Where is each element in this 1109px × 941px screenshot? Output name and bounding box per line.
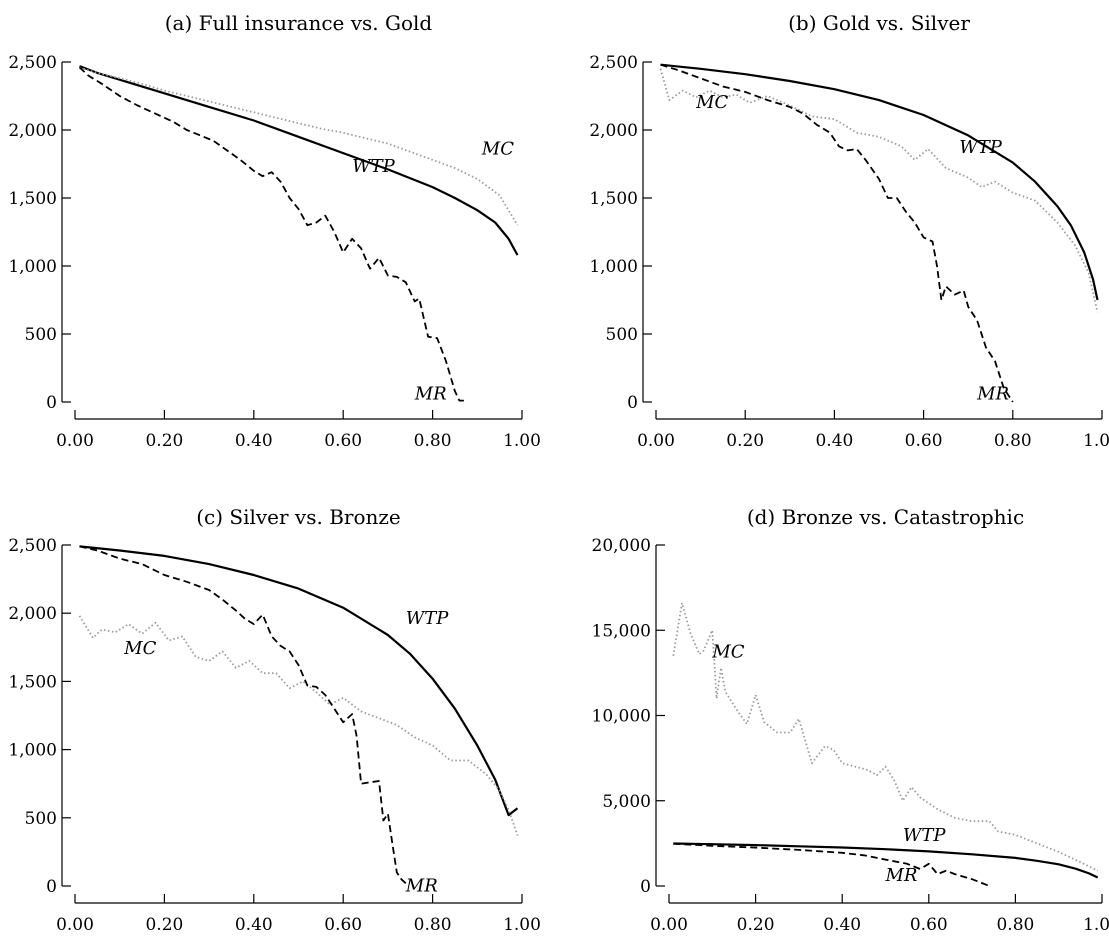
x-tick-label: 0.60 xyxy=(324,915,362,935)
y-tick-label: 0 xyxy=(627,393,638,413)
panel-b-mc-line xyxy=(659,68,1099,313)
x-tick-label: 0.80 xyxy=(994,431,1032,451)
panel-b-mc-label: MC xyxy=(695,92,728,113)
x-tick-label: 0.00 xyxy=(56,915,94,935)
x-tick-label: 0.20 xyxy=(726,431,764,451)
y-tick-label: 0 xyxy=(46,393,57,413)
x-tick-label: 0.20 xyxy=(145,431,183,451)
x-tick-label: 0.80 xyxy=(414,915,452,935)
panel-d-title: (d) Bronze vs. Catastrophic xyxy=(747,505,1024,529)
panel-c-mr-label: MR xyxy=(405,875,438,896)
panel-b-mr-label: MR xyxy=(976,383,1009,404)
x-tick-label: 0.40 xyxy=(235,915,273,935)
panel-a-wtp-label: WTP xyxy=(352,156,396,177)
panel-a-mc-label: MC xyxy=(481,138,514,159)
panel-c: (c) Silver vs. Bronze 0 500 1,000 1,500 2,00… xyxy=(8,505,541,935)
y-tick-label: 10,000 xyxy=(592,707,651,727)
y-tick-label: 2,000 xyxy=(589,121,638,141)
y-tick-label: 20,000 xyxy=(592,536,651,556)
panel-d-mr-label: MR xyxy=(885,865,918,886)
x-tick-label: 0.00 xyxy=(637,431,675,451)
x-tick-label: 0.00 xyxy=(56,431,94,451)
x-tick-label: 0.60 xyxy=(905,431,943,451)
y-tick-label: 2,000 xyxy=(8,604,57,624)
y-tick-label: 2,500 xyxy=(8,536,57,556)
y-tick-label: 1,000 xyxy=(8,257,57,277)
panel-a-mr-line xyxy=(78,66,464,402)
panel-d: (d) Bronze vs. Catastrophic 0 5,000 10,000… xyxy=(592,505,1109,935)
panel-a-title: (a) Full insurance vs. Gold xyxy=(165,11,433,35)
y-tick-label: 1,500 xyxy=(8,672,57,692)
panel-a-mc-line xyxy=(79,66,519,226)
panel-c-wtp-line xyxy=(79,545,519,817)
panel-b-title: (b) Gold vs. Silver xyxy=(788,11,970,35)
y-tick-label: 15,000 xyxy=(592,621,651,641)
y-tick-label: 0 xyxy=(46,877,57,897)
x-tick-label: 1.00 xyxy=(1083,915,1109,935)
x-tick-label: 0.80 xyxy=(414,431,452,451)
panel-d-mr-line xyxy=(673,842,990,887)
panel-b-mr-line xyxy=(660,63,1014,403)
y-tick-label: 2,500 xyxy=(589,53,638,73)
x-tick-label: 1.00 xyxy=(1083,431,1109,451)
x-tick-label: 0.40 xyxy=(815,431,853,451)
x-tick-label: 0.80 xyxy=(996,915,1034,935)
panel-c-mr-line xyxy=(79,545,407,884)
y-tick-label: 1,000 xyxy=(8,741,57,761)
x-tick-label: 0.40 xyxy=(235,431,273,451)
x-tick-label: 1.00 xyxy=(503,431,541,451)
panel-d-wtp-label: WTP xyxy=(903,825,947,846)
y-tick-label: 2,000 xyxy=(8,121,57,141)
panel-a-wtp-line xyxy=(79,65,519,256)
y-tick-label: 0 xyxy=(640,877,651,897)
x-tick-label: 0.20 xyxy=(145,915,183,935)
panel-d-wtp-line xyxy=(673,842,1099,879)
x-tick-label: 0.00 xyxy=(650,915,688,935)
y-tick-label: 500 xyxy=(606,325,638,345)
y-tick-label: 5,000 xyxy=(602,792,651,812)
x-tick-label: 0.40 xyxy=(823,915,861,935)
y-tick-label: 1,500 xyxy=(589,189,638,209)
x-tick-label: 0.60 xyxy=(324,431,362,451)
y-tick-label: 2,500 xyxy=(8,53,57,73)
panel-c-mc-label: MC xyxy=(123,638,156,659)
panel-a-mr-label: MR xyxy=(414,383,447,404)
x-tick-label: 1.00 xyxy=(503,915,541,935)
panel-a: (a) Full insurance vs. Gold 0 500 1,000 1,5… xyxy=(8,11,541,451)
y-tick-label: 500 xyxy=(25,325,57,345)
x-tick-label: 0.20 xyxy=(737,915,775,935)
y-tick-label: 1,000 xyxy=(589,257,638,277)
panel-c-wtp-label: WTP xyxy=(406,608,450,629)
panel-b-wtp-label: WTP xyxy=(959,137,1003,158)
panel-b: (b) Gold vs. Silver 0 500 1,000 1,500 2,000 2… xyxy=(589,11,1109,451)
y-tick-label: 500 xyxy=(25,809,57,829)
panel-d-mc-label: MC xyxy=(711,642,744,663)
y-tick-label: 1,500 xyxy=(8,189,57,209)
x-tick-label: 0.60 xyxy=(910,915,948,935)
panel-c-title: (c) Silver vs. Bronze xyxy=(196,505,401,529)
panel-b-wtp-line xyxy=(660,63,1099,301)
